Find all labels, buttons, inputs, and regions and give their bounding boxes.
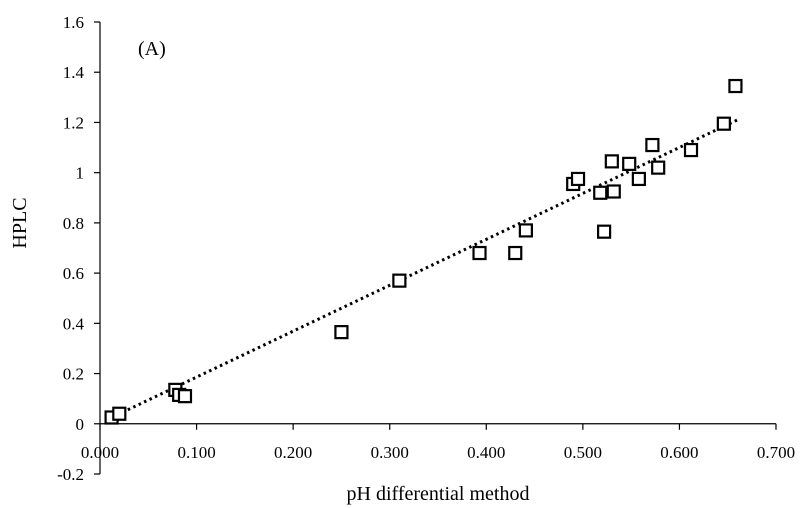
data-point bbox=[606, 184, 621, 199]
data-point bbox=[334, 325, 349, 340]
trendline-group bbox=[110, 118, 739, 419]
x-tick-label: 0.300 bbox=[371, 443, 409, 462]
axes bbox=[94, 21, 777, 475]
x-tick-label: 0.200 bbox=[274, 443, 312, 462]
y-tick-label: 0.4 bbox=[63, 314, 85, 333]
data-point bbox=[570, 171, 586, 187]
data-point bbox=[716, 116, 731, 131]
x-axis-title: pH differential method bbox=[347, 483, 530, 505]
y-axis-title: HPLC bbox=[9, 197, 31, 248]
data-point bbox=[508, 245, 523, 261]
data-points bbox=[104, 78, 743, 425]
data-point bbox=[112, 406, 127, 421]
data-point bbox=[651, 160, 666, 175]
y-tick-label: 0.8 bbox=[63, 214, 84, 233]
data-point bbox=[518, 223, 533, 238]
tick-labels: -0.2 0 0.2 0.4 0.6 0.8 1 1.2 1.4 1.6 0.000 0.100 0.2… bbox=[57, 13, 795, 484]
data-point bbox=[622, 156, 637, 171]
x-tick-label: 0.700 bbox=[757, 443, 795, 462]
data-point bbox=[392, 273, 407, 288]
x-tick-label: 0.500 bbox=[564, 443, 602, 462]
data-point bbox=[593, 185, 608, 200]
trendline bbox=[110, 118, 739, 419]
x-tick-label: 0.600 bbox=[660, 443, 698, 462]
y-tick-label: -0.2 bbox=[57, 465, 84, 484]
data-point bbox=[472, 245, 487, 261]
data-point bbox=[597, 224, 612, 239]
data-point bbox=[683, 142, 699, 158]
data-point bbox=[604, 154, 619, 169]
y-tick-label: 1.6 bbox=[63, 13, 84, 32]
panel-label: (A) bbox=[138, 38, 166, 60]
y-tick-label: 0.6 bbox=[63, 264, 84, 283]
data-point bbox=[645, 137, 660, 153]
data-point bbox=[631, 171, 646, 187]
data-point bbox=[728, 78, 743, 94]
y-tick-label: 1.2 bbox=[63, 113, 84, 132]
y-tick-label: 1.4 bbox=[63, 63, 85, 82]
x-tick-label: 0.000 bbox=[81, 443, 119, 462]
y-tick-label: 1 bbox=[76, 164, 85, 183]
data-point bbox=[177, 389, 193, 404]
x-tick-label: 0.100 bbox=[177, 443, 215, 462]
y-tick-label: 0.2 bbox=[63, 365, 84, 384]
x-tick-label: 0.400 bbox=[467, 443, 505, 462]
y-tick-label: 0 bbox=[76, 415, 85, 434]
